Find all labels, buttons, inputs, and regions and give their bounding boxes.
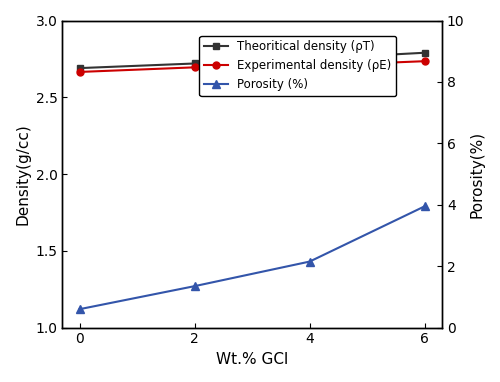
Y-axis label: Porosity(%): Porosity(%) xyxy=(470,131,485,218)
Porosity (%) xyxy=(422,204,428,209)
X-axis label: Wt.% GCl: Wt.% GCl xyxy=(216,352,288,367)
Experimental density (ρE) xyxy=(422,59,428,63)
Y-axis label: Density(g/cc): Density(g/cc) xyxy=(15,123,30,225)
Theoritical density (ρT) xyxy=(192,61,198,66)
Porosity (%) xyxy=(306,259,312,264)
Experimental density (ρE) xyxy=(76,70,82,74)
Porosity (%) xyxy=(192,284,198,288)
Experimental density (ρE) xyxy=(306,63,312,68)
Theoritical density (ρT) xyxy=(306,57,312,61)
Porosity (%) xyxy=(76,307,82,311)
Experimental density (ρE) xyxy=(192,65,198,70)
Legend: Theoritical density (ρT), Experimental density (ρE), Porosity (%): Theoritical density (ρT), Experimental d… xyxy=(200,36,396,96)
Line: Porosity (%): Porosity (%) xyxy=(76,202,429,313)
Theoritical density (ρT) xyxy=(76,66,82,70)
Theoritical density (ρT) xyxy=(422,50,428,55)
Line: Experimental density (ρE): Experimental density (ρE) xyxy=(76,58,428,75)
Line: Theoritical density (ρT): Theoritical density (ρT) xyxy=(76,49,428,71)
